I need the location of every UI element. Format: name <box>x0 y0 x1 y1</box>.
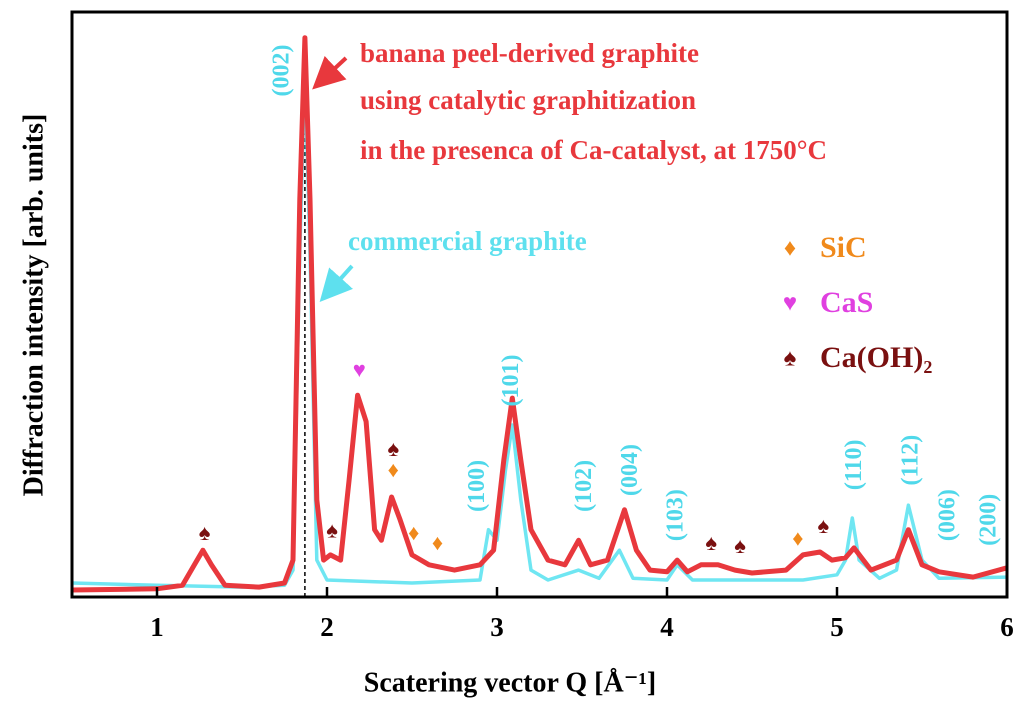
phase-marker: ♠ <box>326 518 338 543</box>
phase-marker: ♠ <box>734 533 746 558</box>
x-tick-label: 1 <box>150 612 164 642</box>
series-line <box>71 35 1008 593</box>
legend-symbol: ♦ <box>784 236 796 262</box>
commercial-label: commercial graphite <box>348 226 587 256</box>
phase-marker: ♠ <box>705 530 717 555</box>
x-tick-label: 5 <box>830 612 844 642</box>
arrow <box>312 55 348 90</box>
legend-label: Ca(OH)₂ <box>820 341 932 374</box>
peak-label: (004) <box>617 444 643 496</box>
axes-frame <box>70 10 1009 599</box>
phase-marker: ♠ <box>199 520 211 545</box>
peak-label: (101) <box>498 355 524 407</box>
x-tick-label: 6 <box>1000 612 1014 642</box>
peak-label: (002) <box>268 45 294 97</box>
x-tick-label: 4 <box>660 612 674 642</box>
peak-label: (006) <box>935 489 961 541</box>
legend-label: CaS <box>820 286 873 319</box>
x-tick-label: 2 <box>320 612 334 642</box>
peak-label: (102) <box>571 460 597 512</box>
peak-label: (103) <box>663 489 689 541</box>
phase-marker: ♦ <box>432 530 443 555</box>
phase-marker: ♠ <box>387 436 399 461</box>
peak-label: (200) <box>976 494 1002 546</box>
y-axis-label: Diffraction intensity [arb. units] <box>18 114 49 497</box>
legend: ♦ SiC ♥ CaS ♠ Ca(OH)₂ <box>783 231 932 374</box>
peak-label: (112) <box>897 435 923 486</box>
peak-label: (110) <box>841 439 867 490</box>
phase-marker: ♦ <box>388 457 399 482</box>
phase-marker: ♦ <box>792 525 803 550</box>
arrow <box>319 264 354 302</box>
phase-marker: ♦ <box>408 520 419 545</box>
x-axis-label: Scatering vector Q [Å⁻¹] <box>364 667 656 698</box>
peak-label: (100) <box>464 460 490 512</box>
phase-marker: ♥ <box>353 357 366 382</box>
plot-area <box>71 35 1008 597</box>
legend-label: SiC <box>820 231 867 264</box>
legend-symbol: ♥ <box>783 291 797 317</box>
legend-symbol: ♠ <box>784 346 797 372</box>
title-line: banana peel-derived graphite <box>360 38 699 68</box>
phase-marker: ♠ <box>818 513 830 538</box>
title-line: in the presenca of Ca-catalyst, at 1750°… <box>360 135 827 165</box>
x-tick-label: 3 <box>490 612 504 642</box>
title-line: using catalytic graphitization <box>360 85 696 115</box>
